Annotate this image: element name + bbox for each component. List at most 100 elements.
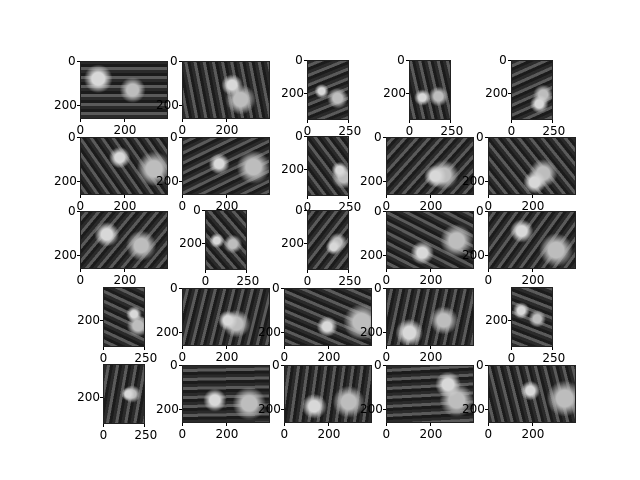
x-tick-mark	[531, 268, 533, 272]
y-tick-label: 200	[485, 313, 509, 328]
photo-thumbnail	[307, 210, 349, 270]
y-tick-mark	[485, 254, 488, 256]
photo-thumbnail	[386, 288, 474, 346]
photo-thumbnail	[488, 211, 576, 269]
y-tick-mark	[383, 287, 386, 289]
y-tick-label: 200	[281, 162, 305, 177]
photo-thumbnail	[182, 137, 270, 195]
y-tick-mark	[508, 59, 512, 61]
y-tick-mark	[383, 254, 386, 256]
y-tick-label: 200	[485, 86, 509, 101]
y-tick-mark	[179, 104, 182, 106]
x-tick-mark	[385, 268, 387, 272]
photo-thumbnail	[103, 364, 145, 424]
y-tick-label: 200	[258, 325, 281, 340]
x-tick-mark	[225, 118, 227, 122]
x-tick-mark	[429, 422, 431, 426]
y-tick-label: 0	[374, 204, 382, 219]
y-tick-label: 200	[179, 236, 203, 251]
y-tick-label: 200	[156, 98, 179, 113]
y-tick-mark	[281, 331, 284, 333]
x-tick-label: 0	[76, 122, 85, 137]
y-tick-label: 200	[54, 248, 77, 263]
photo-thumbnail	[386, 137, 474, 195]
x-tick-mark	[102, 347, 104, 350]
y-tick-label: 200	[281, 86, 305, 101]
y-tick-mark	[179, 60, 182, 62]
y-tick-label: 200	[360, 402, 383, 417]
y-tick-label: 200	[258, 402, 281, 417]
x-tick-label: 0	[76, 198, 85, 213]
x-tick-label: 200	[317, 349, 341, 364]
y-tick-mark	[406, 92, 410, 94]
photo-thumbnail	[284, 365, 372, 423]
y-tick-label: 0	[272, 281, 280, 296]
y-tick-label: 0	[499, 53, 507, 67]
y-tick-mark	[77, 60, 80, 62]
x-tick-label: 250	[338, 274, 362, 288]
x-tick-mark	[79, 268, 81, 272]
y-tick-label: 0	[170, 281, 178, 296]
y-tick-mark	[179, 364, 182, 366]
x-tick-mark	[144, 424, 146, 427]
y-tick-mark	[179, 331, 182, 333]
y-tick-mark	[383, 210, 386, 212]
y-tick-mark	[202, 209, 206, 211]
photo-thumbnail	[182, 288, 270, 346]
photo-thumbnail	[182, 61, 270, 119]
x-tick-mark	[181, 422, 183, 426]
x-tick-label: 250	[134, 428, 158, 442]
x-tick-mark	[327, 345, 329, 349]
y-tick-mark	[179, 180, 182, 182]
x-tick-label: 0	[484, 198, 493, 213]
y-tick-mark	[406, 59, 410, 61]
x-tick-label: 0	[99, 428, 108, 442]
y-tick-label: 0	[170, 358, 178, 373]
y-tick-mark	[179, 287, 182, 289]
x-tick-label: 0	[484, 272, 493, 287]
y-tick-mark	[304, 92, 308, 94]
x-tick-label: 0	[280, 426, 289, 441]
photo-thumbnail	[80, 137, 168, 195]
photo-thumbnail	[386, 365, 474, 423]
y-tick-mark	[179, 136, 182, 138]
x-tick-mark	[246, 270, 248, 273]
x-tick-mark	[429, 345, 431, 349]
photo-thumbnail	[409, 60, 451, 120]
x-tick-label: 200	[215, 122, 239, 137]
photo-thumbnail	[511, 60, 553, 120]
x-tick-mark	[327, 422, 329, 426]
y-tick-mark	[202, 242, 206, 244]
y-tick-mark	[179, 408, 182, 410]
y-tick-mark	[383, 136, 386, 138]
x-tick-mark	[283, 345, 285, 349]
y-tick-label: 200	[156, 174, 179, 189]
y-tick-mark	[304, 209, 308, 211]
x-tick-mark	[487, 194, 489, 198]
photo-thumbnail	[103, 287, 145, 347]
y-tick-label: 200	[281, 236, 305, 251]
x-tick-label: 0	[178, 426, 187, 441]
y-tick-label: 0	[295, 53, 303, 67]
x-tick-label: 200	[113, 272, 137, 287]
y-tick-label: 0	[295, 129, 303, 143]
x-tick-mark	[531, 422, 533, 426]
x-tick-label: 200	[419, 272, 443, 287]
x-tick-label: 200	[419, 349, 443, 364]
x-tick-label: 200	[521, 426, 545, 441]
y-tick-mark	[77, 254, 80, 256]
y-tick-mark	[281, 364, 284, 366]
y-tick-label: 0	[68, 54, 76, 69]
x-tick-label: 0	[484, 426, 493, 441]
y-tick-mark	[281, 408, 284, 410]
y-tick-label: 200	[360, 248, 383, 263]
x-tick-mark	[102, 424, 104, 427]
x-tick-mark	[225, 194, 227, 198]
x-tick-mark	[531, 194, 533, 198]
y-tick-label: 200	[156, 402, 179, 417]
x-tick-label: 0	[99, 351, 108, 365]
x-tick-label: 250	[134, 351, 158, 365]
x-tick-mark	[510, 347, 512, 350]
x-tick-mark	[144, 347, 146, 350]
x-tick-mark	[385, 345, 387, 349]
